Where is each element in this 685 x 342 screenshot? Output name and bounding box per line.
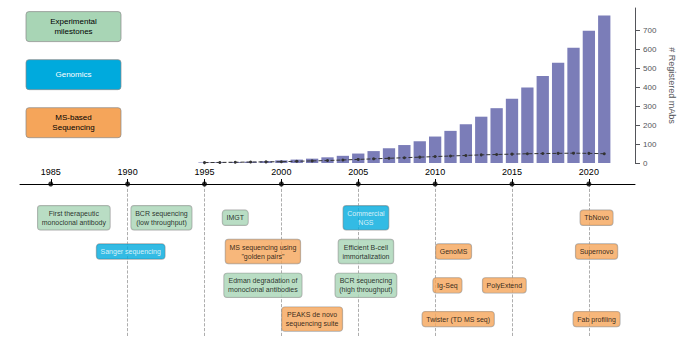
svg-text:0: 0 bbox=[643, 159, 648, 168]
svg-text:600: 600 bbox=[643, 45, 657, 54]
svg-text:BCR sequencing: BCR sequencing bbox=[340, 277, 393, 285]
svg-text:2000: 2000 bbox=[271, 167, 291, 177]
svg-text:NGS: NGS bbox=[358, 219, 374, 226]
svg-text:Sequencing: Sequencing bbox=[52, 123, 94, 132]
svg-text:PolyExtend: PolyExtend bbox=[487, 282, 523, 290]
svg-text:1990: 1990 bbox=[118, 167, 138, 177]
svg-text:Sanger sequencing: Sanger sequencing bbox=[101, 248, 161, 256]
svg-text:TbNovo: TbNovo bbox=[584, 214, 609, 221]
svg-text:monoclonal antibody: monoclonal antibody bbox=[42, 219, 107, 227]
svg-text:1995: 1995 bbox=[194, 167, 214, 177]
svg-text:MS-based: MS-based bbox=[55, 113, 91, 122]
svg-text:BCR sequencing: BCR sequencing bbox=[135, 210, 188, 218]
svg-text:sequencing suite: sequencing suite bbox=[286, 320, 339, 328]
svg-text:IMGT: IMGT bbox=[227, 214, 245, 221]
svg-text:Genomics: Genomics bbox=[55, 70, 91, 79]
svg-text:GenoMS: GenoMS bbox=[440, 248, 468, 255]
svg-text:300: 300 bbox=[643, 102, 657, 111]
svg-text:immortalization: immortalization bbox=[342, 253, 389, 260]
svg-text:Supernovo: Supernovo bbox=[580, 248, 614, 256]
svg-text:PEAKS de novo: PEAKS de novo bbox=[287, 311, 337, 318]
svg-text:Ig-Seq: Ig-Seq bbox=[437, 282, 458, 290]
svg-text:Efficient B-cell: Efficient B-cell bbox=[344, 244, 389, 251]
svg-text:(low throughput): (low throughput) bbox=[136, 219, 187, 227]
svg-text:"golden pairs": "golden pairs" bbox=[241, 253, 285, 261]
svg-text:2010: 2010 bbox=[425, 167, 445, 177]
svg-text:Fab profiling: Fab profiling bbox=[577, 316, 616, 324]
svg-text:# Registered mAbs: # Registered mAbs bbox=[667, 47, 677, 124]
svg-text:700: 700 bbox=[643, 26, 657, 35]
svg-text:First therapeutic: First therapeutic bbox=[49, 210, 100, 218]
svg-text:MS sequencing using: MS sequencing using bbox=[229, 244, 296, 252]
svg-text:monoclonal antibodies: monoclonal antibodies bbox=[228, 286, 298, 293]
svg-text:Commercial: Commercial bbox=[347, 210, 385, 217]
svg-text:100: 100 bbox=[643, 140, 657, 149]
svg-text:2020: 2020 bbox=[579, 167, 599, 177]
svg-text:400: 400 bbox=[643, 83, 657, 92]
svg-text:Twister (TD MS seq): Twister (TD MS seq) bbox=[426, 316, 490, 324]
svg-text:milestones: milestones bbox=[54, 27, 92, 36]
svg-text:2005: 2005 bbox=[348, 167, 368, 177]
svg-text:(high throughput): (high throughput) bbox=[339, 286, 392, 294]
svg-text:2015: 2015 bbox=[502, 167, 522, 177]
svg-text:1985: 1985 bbox=[41, 167, 61, 177]
svg-text:500: 500 bbox=[643, 64, 657, 73]
svg-text:200: 200 bbox=[643, 121, 657, 130]
svg-text:Edman degradation of: Edman degradation of bbox=[228, 277, 297, 285]
svg-text:Experimental: Experimental bbox=[50, 17, 97, 26]
